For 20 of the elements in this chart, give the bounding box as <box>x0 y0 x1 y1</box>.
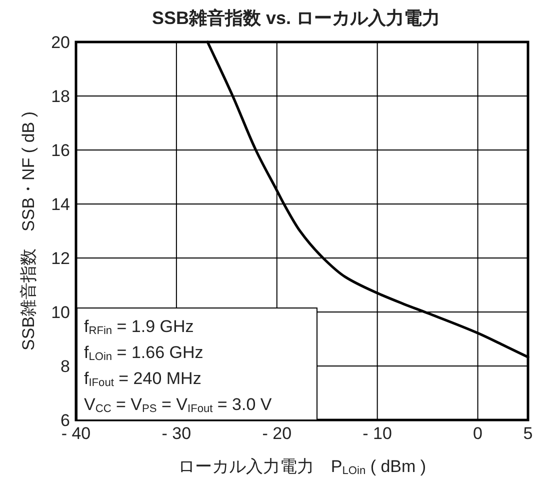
annotation: V$_{CC}$ = V$_{PS}$ = V$_{IFout}$ = 3.0 V <box>84 395 272 415</box>
y-axis-title: SSB雑音指数 SSB・NF ( dB ) <box>19 112 38 350</box>
chart-title: SSB雑音指数 vs. ローカル入力電力 <box>152 8 440 28</box>
x-tick-label: - 30 <box>162 424 192 443</box>
y-tick-label: 10 <box>51 303 70 322</box>
y-tick-label: 20 <box>51 33 70 52</box>
x-tick-label: 0 <box>473 424 483 443</box>
x-tick-label: - 10 <box>362 424 392 443</box>
annotation: f$_{LOin}$ = 1.66 GHz <box>84 343 204 363</box>
y-tick-label: 18 <box>51 87 70 106</box>
y-tick-label: 14 <box>51 195 70 214</box>
x-axis-title: ローカル入力電力 P$_{LOin}$ ( dBm ) <box>178 457 426 477</box>
annotation: f$_{IFout}$ = 240 MHz <box>84 369 202 389</box>
y-tick-label: 12 <box>51 249 70 268</box>
x-tick-label: - 20 <box>262 424 292 443</box>
y-tick-label: 16 <box>51 141 70 160</box>
annotation: f$_{RFin}$ = 1.9 GHz <box>84 317 194 337</box>
y-tick-label: 8 <box>60 357 70 376</box>
x-tick-label: 5 <box>523 424 533 443</box>
y-tick-label: 6 <box>60 411 70 430</box>
